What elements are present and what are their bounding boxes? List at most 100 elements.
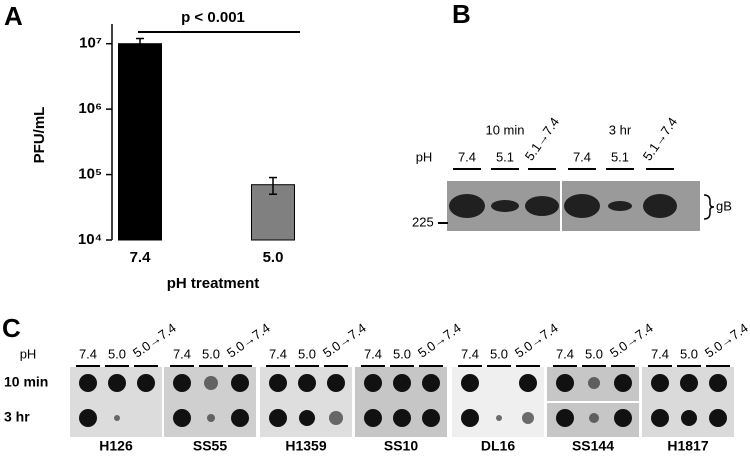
lane-label: 5.1 xyxy=(496,149,514,164)
dot xyxy=(519,374,537,392)
lane-label: 5.0→7.4 xyxy=(702,320,750,360)
strain-label: H1817 xyxy=(667,438,708,454)
lane-label: 5.0→7.4 xyxy=(130,320,179,360)
strain-label: H126 xyxy=(99,438,133,454)
dot xyxy=(298,374,316,392)
time-label: 10 min xyxy=(485,122,524,137)
marker-label: 225 xyxy=(412,214,434,229)
dot xyxy=(614,374,632,392)
significance-label: p < 0.001 xyxy=(181,9,245,26)
lane-label: 5.1→7.4 xyxy=(522,115,562,164)
dot xyxy=(137,374,155,392)
ph-label: pH xyxy=(416,149,433,164)
lane-label: 5.0→7.4 xyxy=(512,320,561,360)
dot xyxy=(329,411,343,425)
lane-label: 5.0 xyxy=(298,346,316,361)
lane-label: 7.4 xyxy=(461,346,479,361)
lane-label: 7.4 xyxy=(79,346,97,361)
dot xyxy=(204,376,218,390)
blot-band xyxy=(525,196,559,216)
lane-label: 5.0 xyxy=(680,346,698,361)
lane-label: 7.4 xyxy=(173,346,191,361)
dot xyxy=(681,410,697,426)
blot-band xyxy=(564,194,600,218)
y-tick-label: 10⁴ xyxy=(78,231,102,248)
blot-band xyxy=(491,200,519,212)
strain-label: SS55 xyxy=(193,438,227,454)
y-tick-label: 10⁷ xyxy=(79,35,102,52)
blot-band xyxy=(449,194,485,218)
blot-band xyxy=(608,201,632,211)
dot xyxy=(364,409,382,427)
dot xyxy=(709,409,727,427)
dot xyxy=(522,412,534,424)
dot xyxy=(461,409,479,427)
lane-label: 5.0 xyxy=(490,346,508,361)
x-tick-label: 7.4 xyxy=(130,249,152,266)
dot xyxy=(614,409,632,427)
dot xyxy=(108,374,126,392)
ph-label: pH xyxy=(20,346,37,361)
panel-letter: B xyxy=(452,0,471,29)
dot xyxy=(496,415,502,421)
dot xyxy=(556,374,574,392)
lane-label: 5.0 xyxy=(202,346,220,361)
lane-label: 5.1 xyxy=(611,149,629,164)
strain-label: SS144 xyxy=(572,438,614,454)
lane-label: 5.0→7.4 xyxy=(224,320,273,360)
bar xyxy=(118,43,162,241)
row-label: 10 min xyxy=(4,374,48,390)
lane-label: 7.4 xyxy=(556,346,574,361)
dot xyxy=(231,374,249,392)
y-tick-label: 10⁵ xyxy=(78,166,102,183)
dot xyxy=(393,374,411,392)
band-label: gB xyxy=(716,198,732,213)
lane-label: 5.0→7.4 xyxy=(607,320,656,360)
lane-label: 7.4 xyxy=(269,346,287,361)
dot xyxy=(173,374,191,392)
lane-label: 5.1→7.4 xyxy=(640,115,680,164)
y-tick-label: 10⁶ xyxy=(78,100,102,117)
dot xyxy=(173,409,191,427)
dot xyxy=(364,374,382,392)
dot xyxy=(79,409,97,427)
dot xyxy=(269,374,287,392)
lane-label: 5.0 xyxy=(393,346,411,361)
panel-letter: C xyxy=(2,313,21,343)
dot xyxy=(461,374,479,392)
dot xyxy=(422,374,440,392)
lane-label: 7.4 xyxy=(364,346,382,361)
lane-label: 5.0→7.4 xyxy=(320,320,369,360)
strain-label: DL16 xyxy=(481,438,515,454)
dot xyxy=(269,409,287,427)
dot xyxy=(556,409,574,427)
dot xyxy=(207,414,215,422)
dot xyxy=(299,410,315,426)
strain-label: SS10 xyxy=(384,438,418,454)
dot xyxy=(680,374,698,392)
lane-label: 7.4 xyxy=(651,346,669,361)
blot-band xyxy=(643,194,677,218)
panel-letter: A xyxy=(4,1,23,31)
dot xyxy=(589,413,599,423)
dot xyxy=(393,409,411,427)
x-tick-label: 5.0 xyxy=(263,249,284,266)
lane-label: 5.0 xyxy=(108,346,126,361)
y-axis-label: PFU/mL xyxy=(31,107,48,164)
dot xyxy=(651,409,669,427)
dot xyxy=(651,374,669,392)
dot xyxy=(79,374,97,392)
row-label: 3 hr xyxy=(4,409,30,425)
dot xyxy=(588,377,600,389)
lane-label: 7.4 xyxy=(573,149,591,164)
time-label: 3 hr xyxy=(609,122,632,137)
lane-label: 7.4 xyxy=(458,149,476,164)
strain-label: H1359 xyxy=(285,438,326,454)
x-axis-label: pH treatment xyxy=(167,275,260,292)
lane-label: 5.0 xyxy=(585,346,603,361)
dot xyxy=(327,374,345,392)
dot xyxy=(231,409,249,427)
dot xyxy=(422,409,440,427)
brace xyxy=(703,194,715,220)
